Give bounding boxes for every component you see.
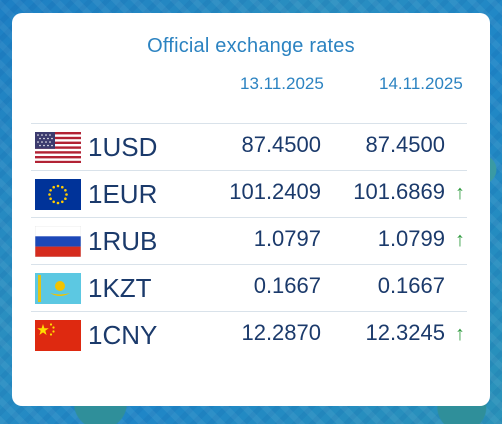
currency-code: 1EUR: [88, 179, 157, 210]
rate-date-1: 1.0797: [254, 226, 321, 252]
rate-date-1: 0.1667: [254, 273, 321, 299]
usa-flag-icon: [35, 132, 81, 163]
eu-flag-icon: [35, 179, 81, 210]
china-flag-icon: [35, 320, 81, 351]
rates-table: 1USD 87.4500 87.4500 1EUR 101.2409 101.6…: [31, 123, 467, 358]
exchange-rates-card: Official exchange rates 13.11.2025 14.11…: [12, 13, 490, 406]
rate-date-1: 87.4500: [241, 132, 321, 158]
rate-date-2: 101.6869: [353, 179, 445, 205]
widget-title: Official exchange rates: [12, 35, 490, 58]
kazakhstan-flag-icon: [35, 273, 81, 304]
arrow-up-icon: ↑: [453, 228, 467, 252]
rate-row-kzt: 1KZT 0.1667 0.1667: [31, 264, 467, 311]
rate-row-eur: 1EUR 101.2409 101.6869 ↑: [31, 170, 467, 217]
rate-date-2: 0.1667: [378, 273, 445, 299]
currency-code: 1USD: [88, 132, 157, 163]
russia-flag-icon: [35, 226, 81, 257]
rate-date-1: 12.2870: [241, 320, 321, 346]
date-column-1: 13.11.2025: [240, 74, 324, 94]
currency-code: 1KZT: [88, 273, 152, 304]
currency-code: 1CNY: [88, 320, 157, 351]
rate-row-rub: 1RUB 1.0797 1.0799 ↑: [31, 217, 467, 264]
rate-date-2: 1.0799: [378, 226, 445, 252]
rate-row-cny: 1CNY 12.2870 12.3245 ↑: [31, 311, 467, 358]
arrow-up-icon: ↑: [453, 181, 467, 205]
arrow-up-icon: ↑: [453, 322, 467, 346]
currency-code: 1RUB: [88, 226, 157, 257]
rate-date-2: 12.3245: [365, 320, 445, 346]
rate-date-1: 101.2409: [229, 179, 321, 205]
rate-row-usd: 1USD 87.4500 87.4500: [31, 123, 467, 170]
date-column-2: 14.11.2025: [379, 74, 463, 94]
rate-date-2: 87.4500: [365, 132, 445, 158]
